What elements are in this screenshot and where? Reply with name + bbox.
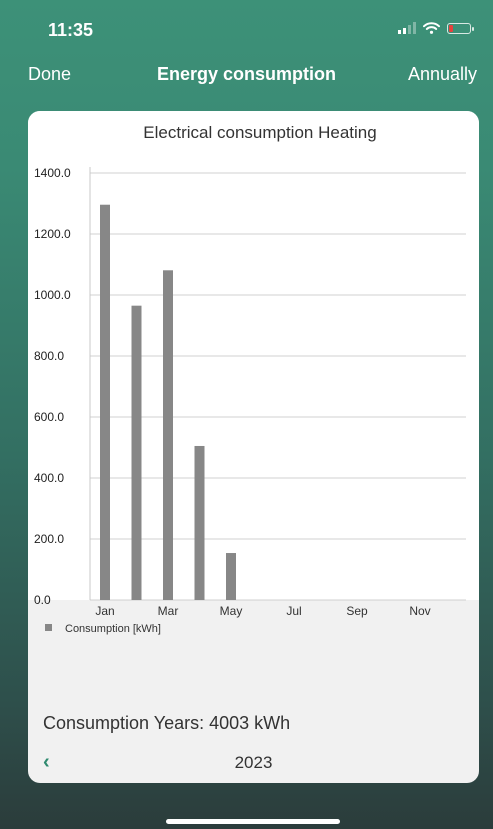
home-indicator — [166, 819, 340, 824]
bar-apr[interactable] — [194, 445, 205, 600]
status-time: 11:35 — [48, 20, 94, 40]
legend-label: Consumption [kWh] — [65, 623, 161, 635]
bar-jan[interactable] — [100, 204, 110, 600]
y-tick-label: 800.0 — [34, 349, 64, 363]
x-tick-label: Nov — [409, 604, 430, 618]
x-tick-label: Sep — [346, 604, 368, 618]
x-tick-label: Jan — [95, 604, 114, 618]
x-tick-label: May — [220, 604, 243, 618]
bar-mar[interactable] — [163, 270, 173, 600]
total-consumption: Consumption Years: 4003 kWh — [43, 713, 291, 733]
y-tick-label: 1400.0 — [34, 166, 71, 180]
consumption-chart: Electrical consumption Heating 0.0 200.0 4… — [34, 123, 466, 635]
chart-title: Electrical consumption Heating — [143, 123, 376, 142]
y-tick-label: 1200.0 — [34, 227, 71, 241]
status-bar: 11:35 — [0, 0, 493, 56]
status-icons — [398, 22, 474, 34]
battery-icon — [447, 22, 474, 34]
done-button[interactable]: Done — [28, 64, 72, 84]
x-tick-label: Jul — [286, 604, 301, 618]
nav-bar: Done Energy consumption Annually — [0, 56, 493, 96]
period-selector-button[interactable]: Annually — [407, 64, 477, 84]
y-tick-label: 1000.0 — [34, 288, 71, 302]
wifi-icon — [423, 22, 440, 34]
chart-card: Electrical consumption Heating 0.0 200.0 4… — [28, 111, 479, 783]
legend-swatch — [45, 624, 52, 631]
year-navigation: ‹ 2023 — [28, 751, 479, 779]
x-tick-label: Mar — [158, 604, 179, 618]
y-tick-label: 400.0 — [34, 471, 64, 485]
year-label: 2023 — [234, 753, 273, 772]
y-tick-label: 200.0 — [34, 532, 64, 546]
y-tick-label: 600.0 — [34, 410, 64, 424]
bar-may[interactable] — [226, 553, 236, 600]
chevron-left-icon[interactable]: ‹ — [43, 751, 50, 773]
bar-feb[interactable] — [131, 305, 142, 600]
signal-icon — [398, 22, 416, 34]
y-tick-label: 0.0 — [34, 593, 51, 607]
